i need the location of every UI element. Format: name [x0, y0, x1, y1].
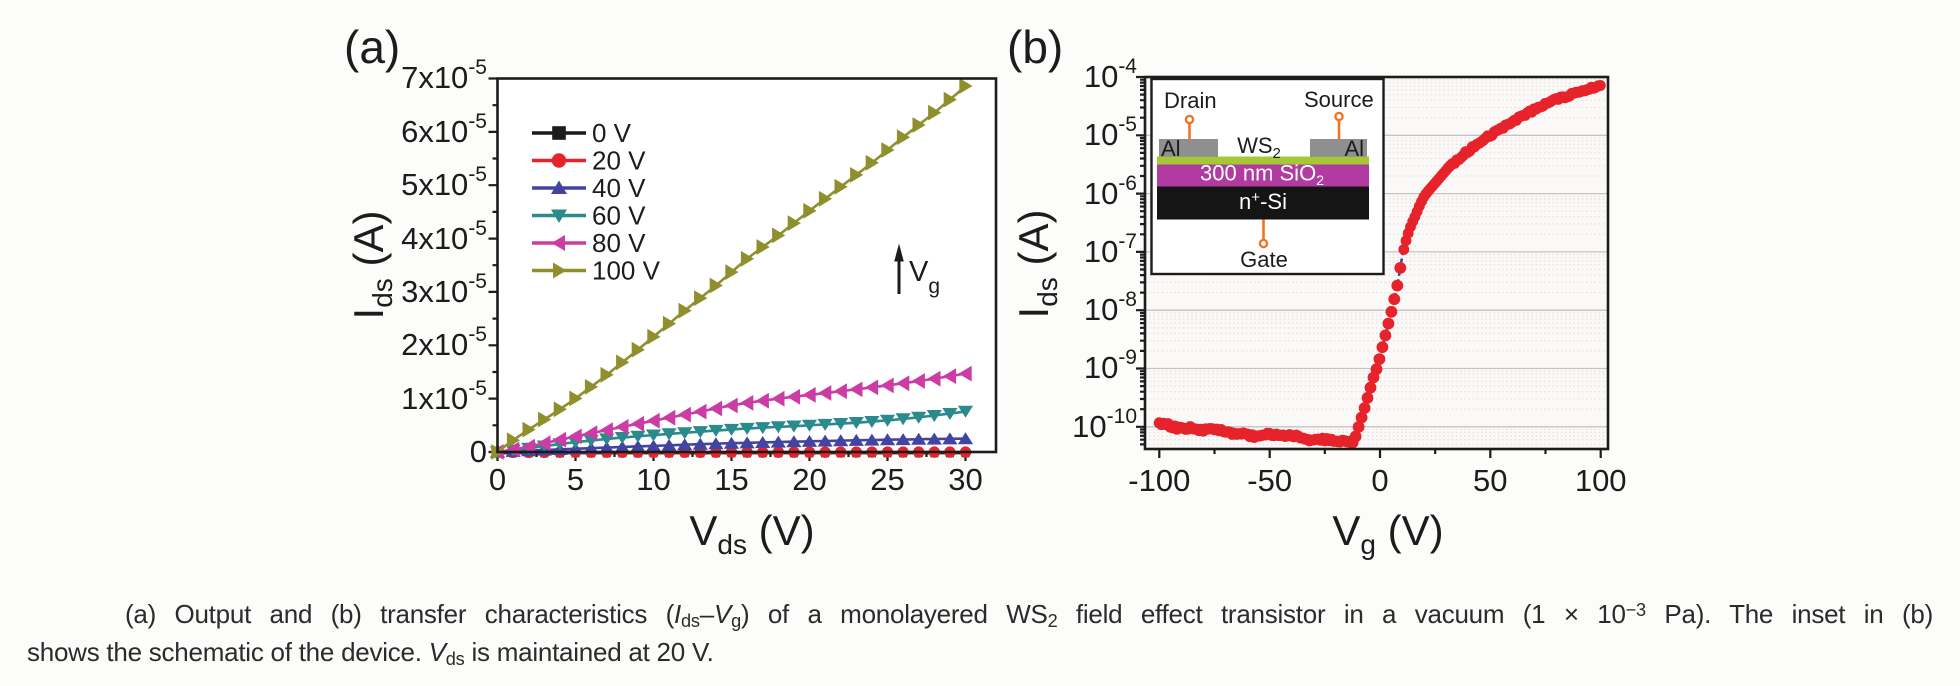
- svg-text:Vg (V): Vg (V): [1332, 507, 1443, 560]
- svg-text:(a): (a): [344, 21, 400, 73]
- svg-text:0 V: 0 V: [592, 118, 632, 148]
- svg-text:-100: -100: [1128, 463, 1190, 498]
- svg-text:Source: Source: [1304, 87, 1374, 112]
- svg-text:Al: Al: [1344, 136, 1364, 161]
- svg-text:30: 30: [948, 462, 982, 497]
- svg-text:20: 20: [792, 462, 826, 497]
- svg-text:10: 10: [636, 462, 670, 497]
- svg-text:50: 50: [1473, 463, 1507, 498]
- svg-text:-50: -50: [1247, 463, 1292, 498]
- svg-text:40 V: 40 V: [592, 173, 646, 203]
- svg-text:300 nm SiO2: 300 nm SiO2: [1200, 161, 1324, 189]
- svg-text:Gate: Gate: [1240, 247, 1288, 272]
- svg-text:60 V: 60 V: [592, 201, 646, 231]
- svg-text:Vds (V): Vds (V): [689, 507, 814, 560]
- svg-text:100 V: 100 V: [592, 256, 661, 286]
- svg-text:(b): (b): [1007, 21, 1063, 73]
- svg-text:100: 100: [1575, 463, 1627, 498]
- svg-text:4x10-5: 4x10-5: [401, 217, 487, 256]
- svg-text:Al: Al: [1161, 136, 1181, 161]
- svg-text:25: 25: [870, 462, 904, 497]
- svg-text:Drain: Drain: [1164, 88, 1217, 113]
- svg-text:80 V: 80 V: [592, 228, 646, 258]
- svg-text:n+-Si: n+-Si: [1239, 189, 1287, 214]
- svg-text:0: 0: [1371, 463, 1388, 498]
- svg-text:5: 5: [567, 462, 584, 497]
- svg-text:0: 0: [489, 462, 506, 497]
- svg-text:20 V: 20 V: [592, 146, 646, 176]
- svg-text:15: 15: [714, 462, 748, 497]
- svg-text:0: 0: [470, 434, 487, 469]
